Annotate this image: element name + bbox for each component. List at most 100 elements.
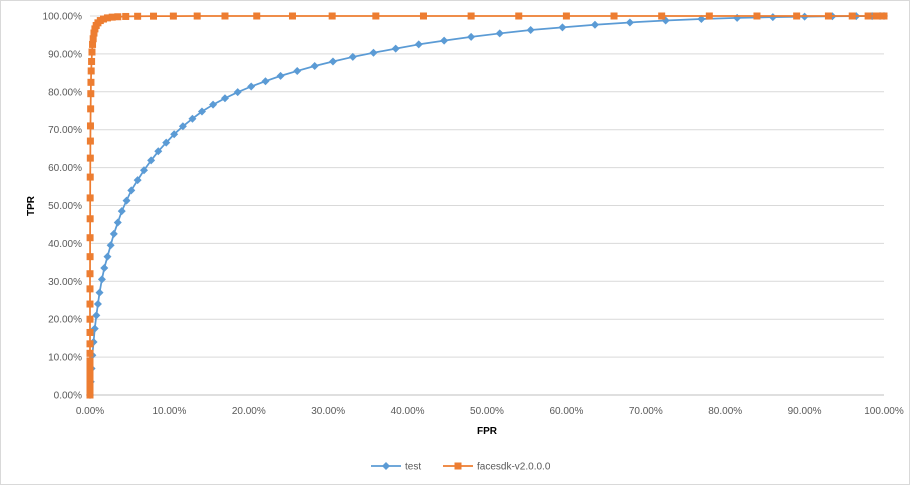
data-point-marker — [88, 57, 96, 65]
data-point-marker — [109, 229, 118, 238]
data-point-marker — [86, 368, 94, 376]
legend-marker — [382, 462, 390, 470]
data-point-marker — [495, 29, 504, 38]
data-point-marker — [117, 207, 126, 216]
legend-label: test — [405, 462, 421, 473]
data-point-marker — [87, 78, 95, 86]
data-point-marker — [139, 166, 148, 175]
data-point-marker — [86, 385, 94, 393]
data-point-marker — [864, 12, 872, 20]
y-tick-label: 20.00% — [48, 315, 82, 326]
data-point-marker — [103, 14, 111, 22]
x-tick-label: 70.00% — [629, 406, 663, 417]
data-point-marker — [89, 35, 97, 43]
y-tick-label: 70.00% — [48, 125, 82, 136]
data-point-marker — [220, 94, 229, 103]
data-point-marker — [288, 12, 296, 20]
data-point-marker — [86, 215, 94, 223]
series — [86, 12, 888, 399]
x-tick-labels: 0.00% 10.00% 20.00% 30.00% 40.00% 50.00% 60.00… — [76, 406, 904, 417]
data-point-marker — [848, 12, 856, 20]
data-point-marker — [197, 107, 206, 116]
data-point-marker — [86, 154, 94, 162]
data-point-marker — [86, 194, 94, 202]
data-point-marker — [147, 156, 156, 165]
data-point-marker — [467, 12, 475, 20]
y-axis-title: TPR — [26, 195, 37, 216]
legend-label: facesdk-v2.0.0.0 — [477, 462, 551, 473]
legend: test facesdk-v2.0.0.0 — [371, 462, 551, 473]
x-tick-label: 100.00% — [864, 406, 904, 417]
data-point-marker — [793, 12, 801, 20]
data-point-marker — [188, 114, 197, 123]
data-point-marker — [705, 12, 713, 20]
y-tick-label: 100.00% — [43, 12, 83, 23]
data-point-marker — [86, 380, 94, 388]
data-point-marker — [414, 40, 423, 49]
x-tick-label: 20.00% — [232, 406, 266, 417]
data-point-marker — [86, 363, 94, 371]
data-point-marker — [86, 285, 94, 293]
data-point-marker — [391, 44, 400, 53]
data-point-marker — [106, 241, 115, 250]
data-point-marker — [86, 137, 94, 145]
data-point-marker — [733, 13, 742, 22]
x-tick-label: 0.00% — [76, 406, 104, 417]
data-point-marker — [87, 90, 95, 98]
x-tick-label: 90.00% — [788, 406, 822, 417]
y-tick-label: 10.00% — [48, 353, 82, 364]
data-point-marker — [122, 12, 130, 20]
series-1 — [86, 12, 888, 399]
data-point-marker — [178, 122, 187, 131]
data-point-marker — [113, 218, 122, 227]
data-point-marker — [93, 300, 102, 309]
data-point-marker — [154, 147, 163, 156]
data-point-marker — [86, 391, 94, 399]
data-point-marker — [872, 12, 880, 20]
y-tick-label: 30.00% — [48, 277, 82, 288]
data-point-marker — [221, 12, 229, 20]
data-point-marker — [87, 67, 95, 75]
data-point-marker — [328, 12, 336, 20]
data-point-marker — [261, 77, 270, 86]
data-point-marker — [108, 13, 116, 21]
data-point-marker — [170, 130, 179, 139]
y-tick-label: 40.00% — [48, 239, 82, 250]
y-tick-labels: 0.00% 10.00% 20.00% 30.00% 40.00% 50.00% 60.00… — [43, 12, 83, 402]
y-tick-label: 50.00% — [48, 201, 82, 212]
data-point-marker — [103, 252, 112, 261]
y-tick-label: 80.00% — [48, 87, 82, 98]
data-point-marker — [86, 357, 94, 365]
data-point-marker — [86, 234, 94, 242]
data-point-marker — [310, 62, 319, 71]
data-point-marker — [658, 12, 666, 20]
data-point-marker — [328, 57, 337, 66]
data-point-marker — [86, 315, 94, 323]
data-point-marker — [348, 52, 357, 61]
gridlines — [90, 15, 884, 358]
data-point-marker — [92, 311, 101, 320]
x-tick-label: 80.00% — [708, 406, 742, 417]
data-point-marker — [372, 12, 380, 20]
data-point-marker — [419, 12, 427, 20]
data-point-marker — [100, 264, 109, 273]
data-point-marker — [293, 66, 302, 75]
data-point-marker — [753, 12, 761, 20]
data-point-marker — [88, 48, 96, 56]
x-tick-label: 30.00% — [311, 406, 345, 417]
data-point-marker — [133, 176, 142, 185]
data-point-marker — [162, 138, 171, 147]
data-point-marker — [625, 18, 634, 27]
data-point-marker — [99, 15, 107, 23]
x-tick-label: 50.00% — [470, 406, 504, 417]
data-point-marker — [169, 12, 177, 20]
data-point-marker — [880, 12, 888, 20]
data-point-marker — [209, 100, 218, 109]
data-point-marker — [90, 29, 98, 37]
data-point-marker — [86, 122, 94, 130]
data-point-marker — [562, 12, 570, 20]
y-tick-label: 0.00% — [54, 391, 82, 402]
data-point-marker — [590, 20, 599, 29]
